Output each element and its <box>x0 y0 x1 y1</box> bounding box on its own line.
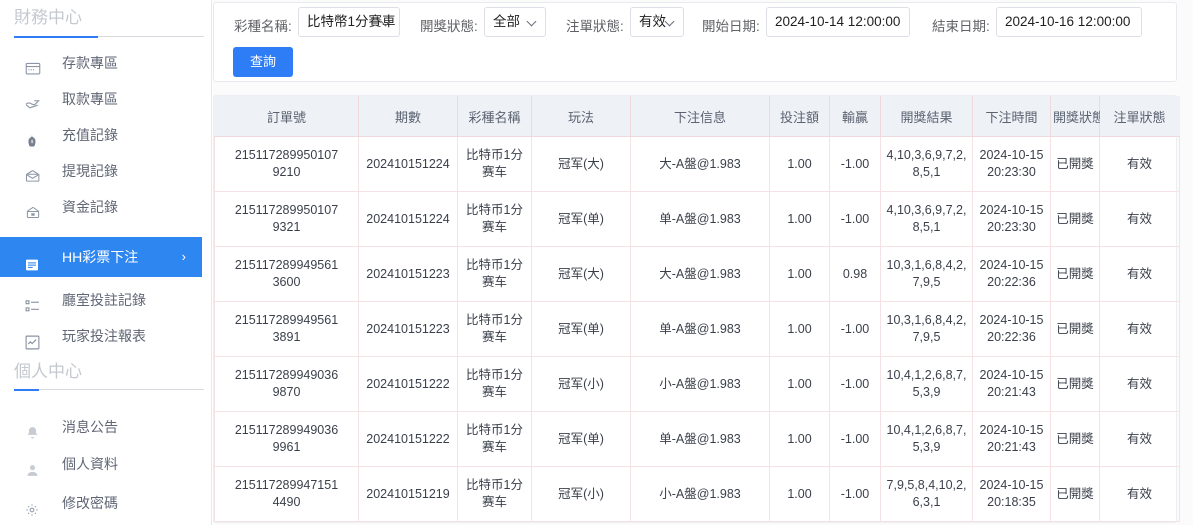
svg-text:$: $ <box>31 139 34 144</box>
